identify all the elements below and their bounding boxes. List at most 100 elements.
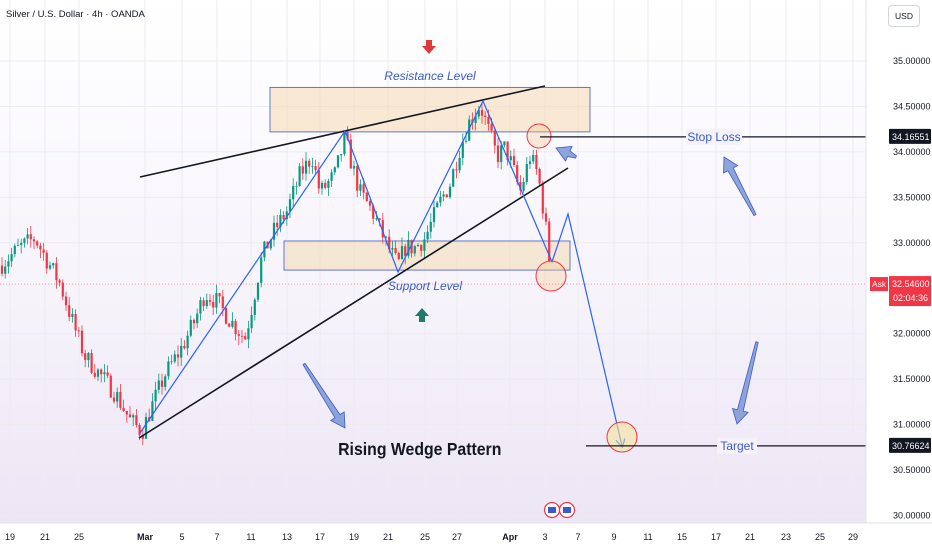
candle-body [16, 245, 20, 246]
y-tick-label: 35.00000 [893, 56, 931, 66]
candle-body [32, 239, 36, 242]
candle-body [333, 167, 336, 173]
candle-body [48, 265, 52, 269]
red-down-arrow-icon [422, 40, 436, 54]
candle-body [356, 166, 359, 191]
candle-body [52, 263, 55, 266]
x-tick-label: 17 [315, 532, 325, 542]
candle-body [250, 314, 253, 329]
candle-body [205, 300, 208, 307]
candle-body [311, 166, 314, 167]
candle-body [285, 211, 288, 220]
candle-body [103, 372, 106, 375]
candle-body [196, 313, 199, 324]
candle-body [276, 222, 279, 228]
candle-body [84, 353, 87, 361]
candle-body [359, 184, 362, 191]
chart-title: Silver / U.S. Dollar · 4h · OANDA [6, 9, 145, 20]
candle-body [128, 414, 132, 418]
candle-body [87, 352, 90, 361]
candle-body [375, 218, 378, 220]
candle-body [295, 185, 298, 187]
candle-body [544, 213, 548, 222]
candle-body [448, 186, 452, 198]
candle-body [528, 161, 532, 165]
candle-body [125, 410, 128, 415]
ask-tag-label: Ask [872, 279, 887, 289]
x-tick-label: 5 [179, 532, 184, 542]
x-tick-label: Apr [502, 532, 518, 542]
candle-body [151, 401, 154, 421]
candle-body [119, 391, 122, 408]
candle-body [141, 435, 144, 439]
candle-body [317, 170, 320, 189]
target-arrow-icon [731, 341, 759, 425]
candle-body [135, 415, 138, 426]
x-tick-label: 19 [349, 532, 359, 542]
candle-body [368, 201, 372, 206]
ask-countdown: 02:04:36 [893, 293, 928, 303]
candle-body [272, 222, 276, 240]
ask-price-value: 32.54600 [892, 279, 930, 289]
x-tick-label: 29 [848, 532, 858, 542]
candle-body [516, 165, 519, 183]
candle-body [170, 361, 173, 363]
candle-body [279, 214, 282, 228]
support-zone [283, 240, 571, 271]
target-price-box [889, 437, 931, 453]
time-axis-bg [0, 523, 932, 550]
x-tick-label: 21 [383, 532, 393, 542]
event-flag-icon-fill [548, 507, 556, 513]
candle-body [384, 236, 388, 238]
candle-body [116, 391, 119, 402]
candle-body [260, 257, 263, 283]
candle-body [308, 160, 311, 167]
x-tick-label: 27 [452, 532, 462, 542]
candle-body [352, 166, 356, 169]
candle-body [493, 130, 496, 146]
wedge-lower-line [138, 167, 569, 439]
stop-loss-circle [526, 123, 552, 149]
candle-body [26, 234, 29, 239]
candle-body [538, 168, 541, 184]
candle-body [490, 123, 493, 131]
candle-body [109, 375, 112, 398]
candle-body [535, 154, 538, 169]
candle-body [64, 296, 68, 306]
candle-body [432, 207, 436, 222]
candle-body [541, 183, 544, 214]
candle-body [282, 214, 285, 220]
candle-body [484, 115, 487, 118]
candle-body [378, 218, 381, 221]
candle-body [474, 116, 477, 123]
candle-body [512, 156, 516, 166]
current-price-circle [535, 260, 567, 292]
stop-loss-arrow-icon [555, 145, 577, 162]
candle-body [68, 305, 71, 317]
candle-body [218, 293, 221, 297]
candle-body [237, 334, 240, 336]
currency-button[interactable]: USD [888, 5, 920, 27]
y-tick-label: 34.50000 [893, 101, 931, 111]
candle-body [180, 345, 183, 358]
event-flag-icon-fill [563, 507, 571, 513]
candle-body [410, 239, 413, 254]
candle-body [144, 417, 148, 439]
candle-body [532, 154, 535, 162]
candle-body [327, 180, 330, 188]
price-axis-bg [866, 0, 932, 550]
candle-body [336, 155, 340, 168]
candle-body [202, 300, 205, 307]
candle-body [458, 157, 461, 171]
candle-body [288, 199, 292, 212]
x-tick-label: 11 [246, 532, 255, 542]
candle-body [192, 319, 196, 324]
candle-body [112, 397, 116, 402]
candle-body [93, 372, 96, 377]
candle-body [365, 192, 368, 202]
candle-body [29, 234, 32, 240]
candle-body [442, 194, 445, 197]
target-label-bg [717, 437, 757, 454]
y-tick-label: 30.00000 [893, 511, 931, 521]
